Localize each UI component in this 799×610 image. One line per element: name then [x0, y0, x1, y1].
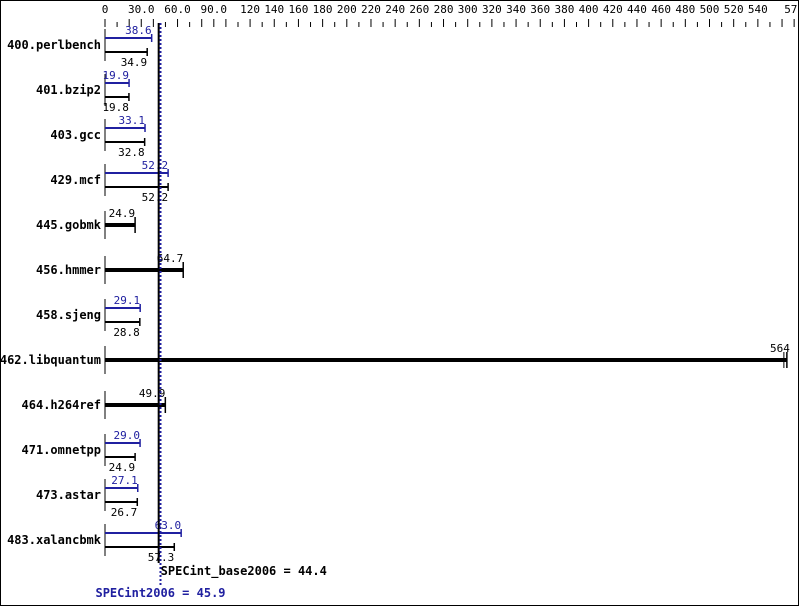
- category-label: 464.h264ref: [22, 398, 101, 412]
- base-value-label: 64.7: [157, 252, 184, 265]
- tick-label: 30.0: [128, 3, 155, 16]
- base-value-label: 28.8: [113, 326, 140, 339]
- tick-label: 140: [264, 3, 284, 16]
- tick-label: 460: [651, 3, 671, 16]
- peak-value-label: 27.1: [111, 474, 138, 487]
- base-value-label: 57.3: [148, 551, 175, 564]
- tick-label: 90.0: [201, 3, 228, 16]
- tick-label: 480: [675, 3, 695, 16]
- tick-label: 440: [627, 3, 647, 16]
- tick-label: 0: [102, 3, 109, 16]
- base-value-label: 564: [770, 342, 790, 355]
- base-value-label: 24.9: [109, 207, 136, 220]
- peak-value-label: 29.1: [114, 294, 141, 307]
- tick-label: 160: [289, 3, 309, 16]
- base-value-label: 52.2: [142, 191, 169, 204]
- tick-label: 280: [434, 3, 454, 16]
- tick-label: 180: [313, 3, 333, 16]
- category-label: 403.gcc: [50, 128, 101, 142]
- tick-label: 400: [579, 3, 599, 16]
- base-value-label: 34.9: [121, 56, 148, 69]
- tick-label: 420: [603, 3, 623, 16]
- tick-label: 520: [724, 3, 744, 16]
- base-value-label: 19.8: [102, 101, 129, 114]
- tick-label: 240: [385, 3, 405, 16]
- tick-label: 200: [337, 3, 357, 16]
- tick-label: 260: [409, 3, 429, 16]
- category-label: 429.mcf: [50, 173, 101, 187]
- category-label: 400.perlbench: [7, 38, 101, 52]
- tick-label: 120: [240, 3, 260, 16]
- peak-value-label: 29.0: [114, 429, 141, 442]
- tick-label: 300: [458, 3, 478, 16]
- category-label: 456.hmmer: [36, 263, 101, 277]
- tick-label: 60.0: [164, 3, 191, 16]
- category-label: 462.libquantum: [1, 353, 101, 367]
- category-label: 471.omnetpp: [22, 443, 101, 457]
- peak-value-label: 38.6: [125, 24, 152, 37]
- category-label: 473.astar: [36, 488, 101, 502]
- tick-label: 220: [361, 3, 381, 16]
- peak-value-label: 33.1: [119, 114, 146, 127]
- base-value-label: 24.9: [109, 461, 136, 474]
- peak-reference-label: SPECint2006 = 45.9: [95, 586, 225, 600]
- base-reference-label: SPECint_base2006 = 44.4: [161, 564, 327, 579]
- tick-label: 540: [748, 3, 768, 16]
- category-label: 483.xalancbmk: [7, 533, 102, 547]
- tick-label: 500: [700, 3, 720, 16]
- base-value-label: 32.8: [118, 146, 145, 159]
- category-label: 445.gobmk: [36, 218, 102, 232]
- tick-label: 380: [554, 3, 574, 16]
- tick-label: 340: [506, 3, 526, 16]
- tick-label: 570: [784, 3, 798, 16]
- category-label: 458.sjeng: [36, 308, 101, 322]
- peak-value-label: 52.2: [142, 159, 169, 172]
- tick-label: 320: [482, 3, 502, 16]
- peak-value-label: 19.9: [103, 69, 130, 82]
- tick-label: 360: [530, 3, 550, 16]
- category-label: 401.bzip2: [36, 83, 101, 97]
- base-value-label: 26.7: [111, 506, 138, 519]
